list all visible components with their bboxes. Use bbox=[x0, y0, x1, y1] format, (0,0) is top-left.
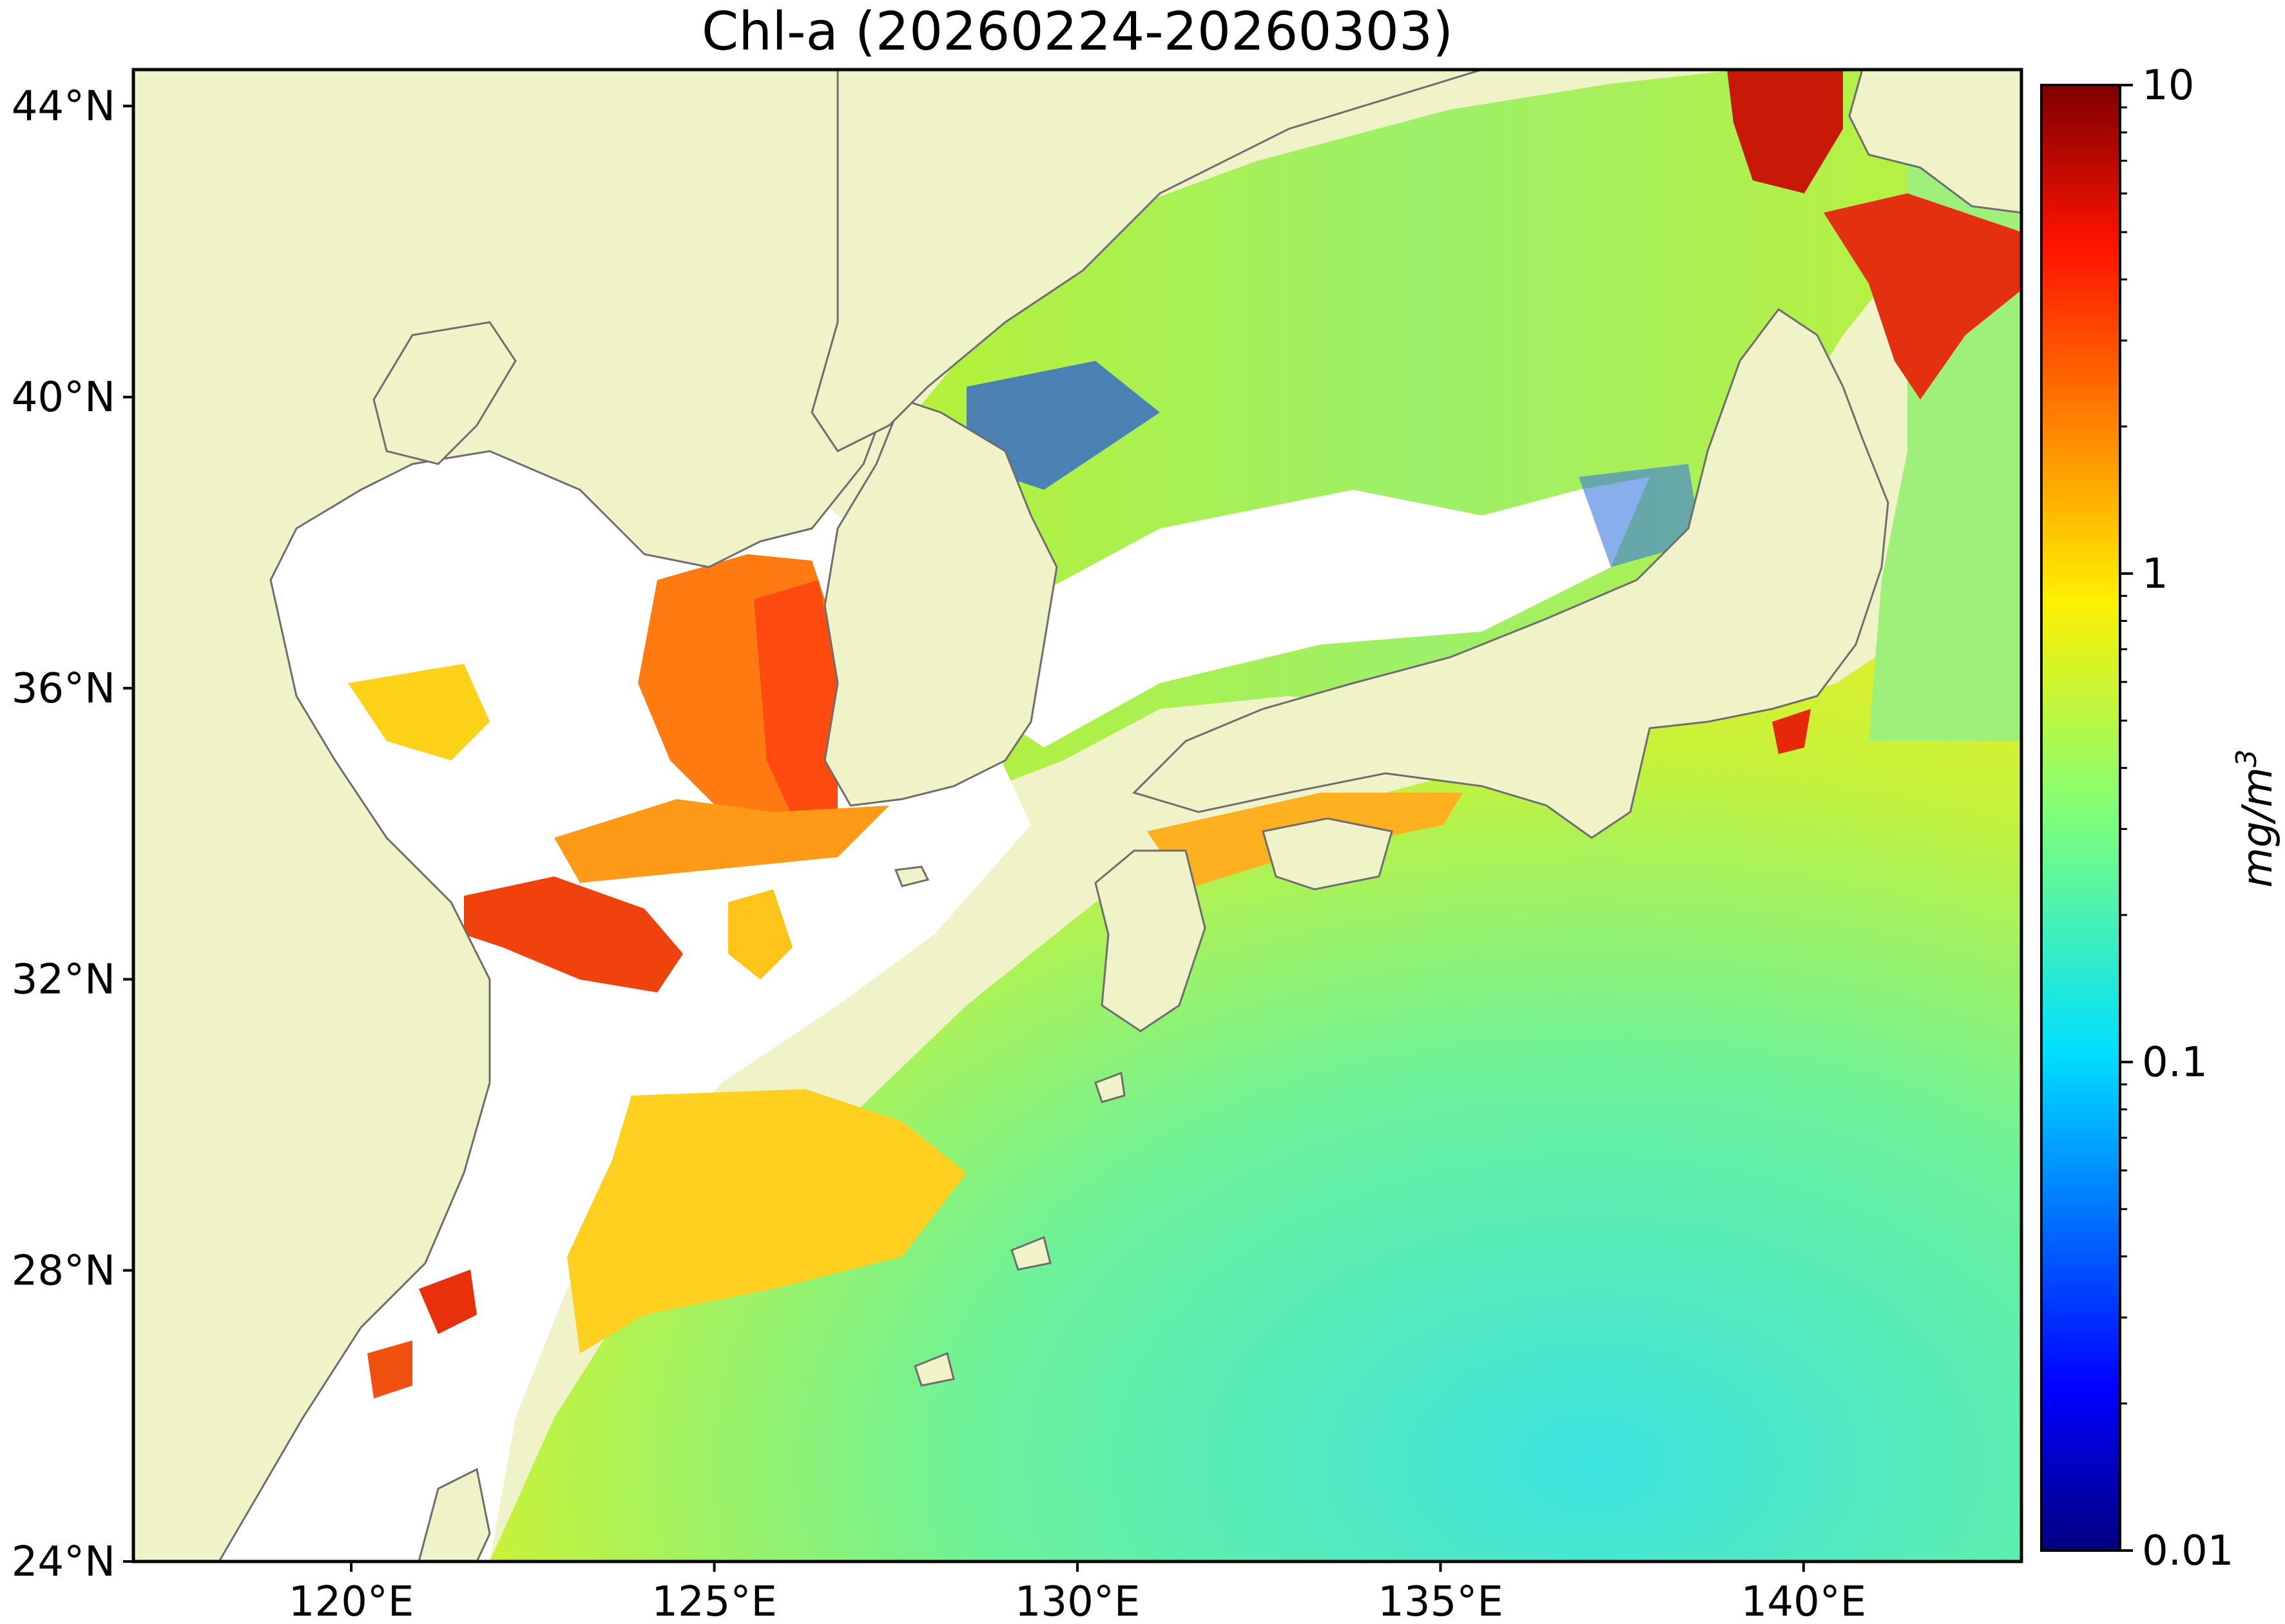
high-chl-hokkaido-west bbox=[1727, 70, 1843, 193]
high-chl-zhejiang-1 bbox=[419, 1270, 477, 1334]
lon-tick-label: 125°E bbox=[651, 1578, 777, 1624]
latitude-axis: 24°N 28°N 32°N 36°N 40°N 44°N bbox=[12, 82, 133, 1586]
land-china-mainland bbox=[133, 70, 1007, 1561]
land-shikoku bbox=[1262, 817, 1393, 891]
high-chl-yangtze bbox=[464, 876, 683, 992]
land-liaodong bbox=[372, 321, 517, 465]
low-chl-japan-sea-east bbox=[1579, 464, 1701, 567]
ocean-chl-field-south bbox=[490, 580, 2021, 1561]
map-title: Chl-a (20260224-20260303) bbox=[701, 1, 1454, 63]
colorbar-axis: 10 1 0.1 0.01 bbox=[2120, 62, 2234, 1575]
lon-tick-label: 140°E bbox=[1741, 1578, 1867, 1624]
land-hokkaido bbox=[1848, 70, 2021, 214]
colorbar-tick-label: 0.1 bbox=[2142, 1039, 2208, 1087]
lon-tick-label: 130°E bbox=[1015, 1578, 1141, 1624]
colorbar-minor-ticks bbox=[2120, 106, 2127, 1405]
lon-tick-label: 135°E bbox=[1378, 1578, 1503, 1624]
colorbar-tick-label: 0.01 bbox=[2142, 1527, 2234, 1575]
land-jeju bbox=[894, 865, 930, 887]
lat-tick-label: 32°N bbox=[12, 956, 115, 1004]
high-chl-zhejiang-2 bbox=[367, 1340, 412, 1398]
colorbar-units-label: mg/m3 bbox=[2230, 749, 2282, 888]
land-kyushu bbox=[1094, 849, 1206, 1032]
map-plot-area bbox=[133, 70, 2021, 1561]
moderate-chl-patch-2 bbox=[728, 889, 793, 980]
colorbar-gradient bbox=[2041, 85, 2120, 1551]
nodata-cloud-central bbox=[992, 477, 1650, 748]
lat-tick-label: 40°N bbox=[12, 374, 115, 421]
longitude-axis: 120°E 125°E 130°E 135°E 140°E bbox=[289, 1561, 1866, 1624]
land-honshu bbox=[1132, 307, 1889, 839]
moderate-chl-patch-1 bbox=[348, 664, 490, 760]
land-korean-peninsula bbox=[824, 398, 1058, 807]
lon-tick-label: 120°E bbox=[289, 1578, 414, 1624]
colorbar-tick-label: 10 bbox=[2142, 62, 2194, 110]
colorbar-units-text: mg/m bbox=[2234, 768, 2282, 888]
lat-tick-label: 28°N bbox=[12, 1247, 115, 1295]
land-taiwan bbox=[418, 1467, 491, 1561]
land-korean-north bbox=[811, 70, 1483, 452]
colorbar-frame bbox=[2040, 84, 2121, 1552]
lat-tick-label: 44°N bbox=[12, 82, 115, 130]
high-chl-ecs-band bbox=[554, 799, 889, 883]
low-chl-japan-sea-west bbox=[967, 361, 1160, 490]
lat-tick-label: 24°N bbox=[12, 1538, 115, 1586]
land-ryukyu-islands bbox=[914, 1071, 1126, 1387]
high-chl-hokkaido-south bbox=[1824, 193, 2021, 400]
colorbar-units-superscript: 3 bbox=[2230, 749, 2263, 768]
moderate-chl-ecs bbox=[567, 1089, 967, 1353]
lat-tick-label: 36°N bbox=[12, 665, 115, 713]
colorbar-tick-label: 1 bbox=[2142, 550, 2168, 598]
high-chl-tokyo-bay bbox=[1772, 709, 1811, 754]
high-chl-korea-coast bbox=[754, 580, 838, 831]
